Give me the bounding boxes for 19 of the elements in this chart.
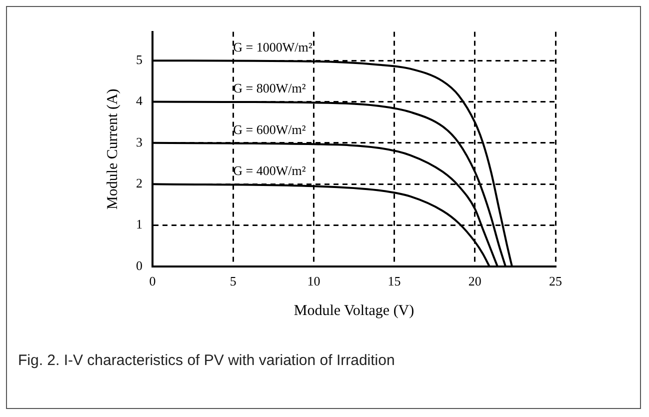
x-tick-label: 20: [468, 274, 482, 289]
series-label: G = 400W/m²: [233, 163, 306, 178]
series-label: G = 1000W/m²: [233, 40, 312, 55]
x-tick-label: 0: [149, 274, 156, 289]
series-label: G = 600W/m²: [233, 122, 306, 137]
x-tick-label: 5: [230, 274, 236, 289]
y-tick-label: 3: [136, 134, 142, 150]
y-axis-title: Module Current (A): [104, 88, 121, 210]
caption: Fig. 2. I-V characteristics of PV with variation of Irradition: [18, 352, 395, 369]
x-tick-label: 15: [388, 274, 401, 289]
series-label: G = 800W/m²: [233, 80, 306, 96]
y-tick-label: 5: [136, 52, 142, 68]
y-tick-label: 0: [136, 258, 142, 273]
y-tick-label: 4: [136, 93, 143, 108]
y-tick-label: 2: [136, 176, 142, 191]
x-axis-title: Module Voltage (V): [294, 302, 414, 319]
x-tick-label: 10: [307, 274, 320, 289]
x-tick-label: 25: [549, 274, 562, 289]
y-tick-label: 1: [136, 216, 142, 232]
